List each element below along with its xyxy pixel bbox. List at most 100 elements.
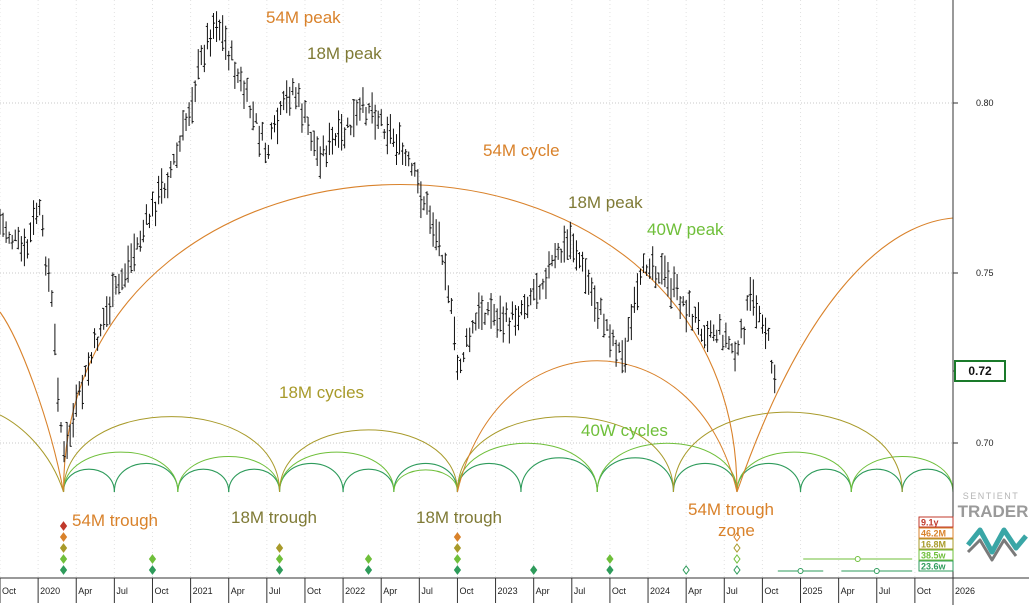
trough-marker: [59, 565, 68, 575]
trough-marker: [733, 543, 741, 553]
x-tick-label: Oct: [2, 586, 17, 596]
trough-marker: [59, 543, 68, 553]
trough-marker: [530, 565, 538, 575]
x-tick-label: Apr: [383, 586, 397, 596]
chart-annotation: 54M trough: [72, 511, 158, 530]
chart-annotation: 40W peak: [647, 220, 724, 239]
cycle-arc-20W: [456, 462, 522, 493]
cycle-arc-40W: [456, 442, 598, 493]
trough-marker: [733, 565, 741, 575]
y-tick-label: 0.80: [976, 98, 994, 108]
cycle-arc-20W: [901, 468, 954, 493]
cycle-arc-20W: [736, 462, 802, 493]
trough-marker: [59, 554, 68, 564]
last-price-box: [954, 360, 1006, 382]
cycle-arc-20W: [672, 462, 738, 493]
chart-annotation: 54M cycle: [483, 141, 560, 160]
trough-marker: [453, 532, 462, 542]
cycle-arc-20W: [62, 468, 115, 493]
trough-marker: [453, 565, 462, 575]
cycle-arc-18M: [279, 429, 458, 493]
watermark-line-1: SENTIENT: [963, 491, 1020, 501]
x-tick-label: Jul: [269, 586, 281, 596]
cycle-arc-20W: [113, 462, 179, 493]
cycle-legend-swatch: [918, 538, 954, 550]
watermark-logo-mark: [966, 527, 1028, 555]
projection-dot: [873, 568, 880, 574]
x-tick-label: 2026: [955, 586, 975, 596]
x-tick-label: Oct: [764, 586, 779, 596]
trough-marker: [453, 554, 462, 564]
chart-annotation: 18M peak: [568, 193, 643, 212]
cycle-arc-20W: [393, 462, 458, 493]
price-bars: [0, 11, 777, 463]
watermark-line-2: TRADER: [958, 502, 1029, 521]
x-tick-label: Apr: [536, 586, 550, 596]
x-tick-label: Apr: [688, 586, 702, 596]
cycle-arc-20W: [850, 468, 903, 493]
cycle-arc-20W: [520, 457, 598, 493]
trough-marker: [606, 565, 614, 575]
x-tick-label: Apr: [841, 586, 855, 596]
cycle-arc-54M: [62, 184, 738, 493]
y-tick-label: 0.70: [976, 438, 994, 448]
trough-marker: [733, 532, 741, 542]
x-tick-label: 2023: [498, 586, 518, 596]
x-tick-label: Jul: [116, 586, 128, 596]
trough-marker: [682, 565, 690, 575]
x-tick-label: Oct: [917, 586, 932, 596]
x-tick-label: 2024: [650, 586, 670, 596]
cycle-arc-20W: [799, 468, 852, 493]
trough-marker: [364, 565, 373, 575]
x-tick-label: Oct: [154, 586, 169, 596]
trough-marker: [275, 543, 284, 553]
x-tick-label: Oct: [307, 586, 322, 596]
cycle-legend-label: 16.8M: [921, 540, 946, 550]
chart-annotation: 18M trough: [231, 508, 317, 527]
x-tick-label: Jul: [726, 586, 738, 596]
x-tick-label: 2021: [193, 586, 213, 596]
chart-annotation: 18M cycles: [279, 383, 364, 402]
x-tick-label: Oct: [612, 586, 627, 596]
cycle-arcs: [0, 184, 954, 493]
x-tick-label: 2020: [40, 586, 60, 596]
trough-marker: [148, 565, 157, 575]
cycle-arc-40W: [736, 451, 852, 493]
trough-marker: [275, 565, 284, 575]
trough-marker: [733, 554, 741, 564]
trough-marker: [59, 521, 68, 531]
cycle-legend-label: 23.6w: [921, 562, 947, 572]
cycle-arc-40W: [279, 451, 395, 493]
cycle-arc-40W: [850, 456, 954, 493]
x-tick-label: Apr: [78, 586, 92, 596]
cycle-legend-swatch: [918, 516, 954, 528]
projection-dot: [854, 556, 861, 562]
last-price-label: 0.72: [968, 364, 992, 378]
cycle-markers: [59, 521, 913, 575]
projection-dot: [797, 568, 804, 574]
cycle-legend-swatch: [918, 560, 954, 572]
cycle-arc-20W: [596, 457, 675, 493]
cycle-arc-20W: [177, 468, 230, 493]
cycle-arc-18M-orange: [456, 360, 738, 493]
cycle-legend-label: 46.2M: [921, 529, 946, 539]
x-tick-label: Jul: [574, 586, 586, 596]
cycle-arc-40W: [63, 451, 179, 493]
x-tick-label: 2022: [345, 586, 365, 596]
trough-marker: [606, 554, 614, 564]
trough-marker: [59, 532, 68, 542]
trough-marker: [453, 543, 462, 553]
cycle-arc-54M-prev: [0, 311, 65, 493]
chart-annotation: zone: [718, 521, 755, 540]
x-tick-label: Jul: [879, 586, 891, 596]
chart-annotation: 54M peak: [266, 8, 341, 27]
cycle-legend-swatch: [918, 549, 954, 561]
trough-marker: [364, 554, 373, 564]
cycle-legend-swatch: [918, 527, 954, 539]
cycle-legend-label: 9.1y: [921, 518, 939, 528]
y-axis-panel: [953, 0, 1029, 605]
cycle-arc-18M-prev: [0, 414, 65, 493]
